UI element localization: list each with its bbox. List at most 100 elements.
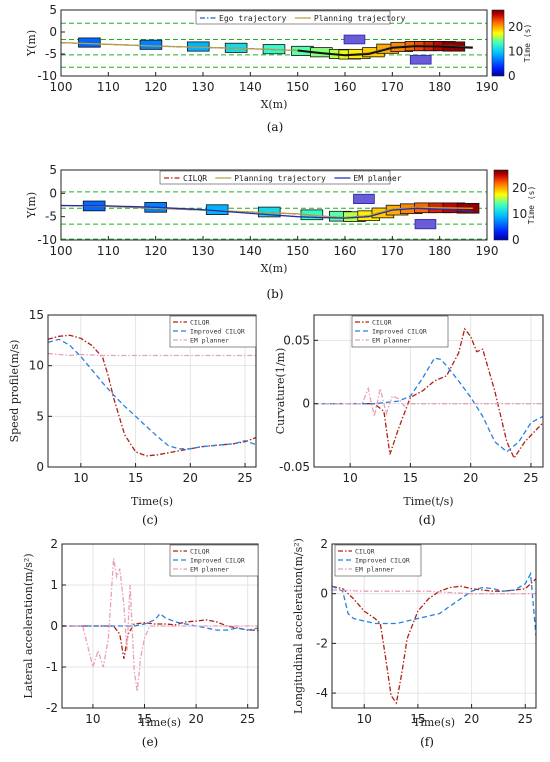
x-tick-label: 140 <box>239 244 262 258</box>
y-tick-label: -5 <box>45 47 57 61</box>
x-tick-label: 10 <box>343 471 358 485</box>
x-tick-label: 150 <box>286 244 309 258</box>
x-tick-label: 170 <box>381 80 404 94</box>
y-tick-label: -10 <box>37 69 57 83</box>
y-axis-label: Longitudinal acceleration(m/s²) <box>292 538 305 714</box>
series-line-em-planner <box>331 589 536 595</box>
y-tick-label: 0.05 <box>283 333 310 347</box>
obstacle-vehicle <box>353 193 375 204</box>
chart-c: 10 15 20 25 0 5 10 15 Time(s) Speed profile(m/s) (… <box>8 308 257 527</box>
x-tick-label: 20 <box>464 712 479 726</box>
x-tick-label: 190 <box>476 244 499 258</box>
series-line-cilqr <box>314 327 544 460</box>
y-tick-label: 1 <box>50 578 58 592</box>
x-tick-label: 100 <box>50 244 73 258</box>
x-axis-label: Time(s) <box>413 716 455 729</box>
legend-entry: Improved CILQR <box>190 557 245 565</box>
panel-caption: (b) <box>266 287 283 301</box>
x-tick-label: 180 <box>428 244 451 258</box>
colorbar <box>493 169 509 241</box>
y-tick-label: 5 <box>49 3 57 17</box>
panel-caption: (e) <box>142 735 158 749</box>
legend-entry: CILQR <box>372 319 392 327</box>
legend-entry: Ego trajectory <box>219 14 287 23</box>
y-tick-label: 2 <box>320 537 328 551</box>
legend-entry: CILQR <box>183 174 207 183</box>
x-tick-label: 160 <box>334 244 357 258</box>
x-tick-label: 130 <box>192 244 215 258</box>
y-tick-label: 10 <box>29 359 44 373</box>
series-line-em-planner <box>47 352 256 357</box>
x-tick-label: 130 <box>192 80 215 94</box>
series-line-cilqr <box>47 334 257 457</box>
legend-entry: EM planner <box>190 566 229 574</box>
ego-vehicle-box <box>139 39 163 50</box>
x-tick-label: 100 <box>50 80 73 94</box>
series-line-overlay <box>297 45 473 57</box>
legend-box <box>159 170 391 185</box>
chart-b: 100 110 120 130 140 150 160 170 180 19050-5-10X(m… <box>25 163 536 301</box>
chart-a: 100 110 120 130 140 150 160 170 180 19050-5-10X(m… <box>25 3 532 134</box>
legend-entry: Planning trajectory <box>314 14 406 23</box>
colorbar-label: Time (s) <box>527 186 536 225</box>
y-tick-label: -4 <box>316 686 328 700</box>
y-tick-label: -0.05 <box>279 460 310 474</box>
x-tick-label: 190 <box>476 80 499 94</box>
colorbar <box>491 9 505 77</box>
colorbar-tick-label: 10 <box>512 207 527 221</box>
colorbar-tick-label: 0 <box>508 69 516 83</box>
colorbar-label: Time (s) <box>523 24 532 63</box>
legend-entry: EM planner <box>372 337 411 345</box>
y-tick-label: 0 <box>36 460 44 474</box>
x-axis-label: Time(s) <box>139 716 181 729</box>
x-tick-label: 170 <box>381 244 404 258</box>
series-line-improved-cilqr <box>62 612 259 631</box>
y-axis-label: Lateral acceleration(m/s²) <box>22 553 35 698</box>
axes-frame <box>331 543 537 709</box>
panel-caption: (f) <box>420 735 434 749</box>
y-tick-label: -5 <box>45 210 57 224</box>
axes-frame <box>60 9 488 77</box>
y-tick-label: 0 <box>302 397 310 411</box>
x-tick-label: 180 <box>428 80 451 94</box>
x-tick-label: 15 <box>128 471 143 485</box>
obstacle-vehicle <box>343 34 366 45</box>
panel-caption: (a) <box>267 120 284 134</box>
y-tick-label: 2 <box>50 537 58 551</box>
x-tick-label: 110 <box>97 80 120 94</box>
legend-entry: Improved CILQR <box>355 557 410 565</box>
obstacle-vehicle <box>414 219 437 230</box>
x-tick-label: 15 <box>137 712 152 726</box>
x-tick-label: 10 <box>85 712 100 726</box>
series-line-improved-cilqr <box>331 571 537 636</box>
legend-entry: EM planner <box>355 566 394 574</box>
legend-entry: Improved CILQR <box>190 328 245 336</box>
legend-entry: EM planner <box>353 174 401 183</box>
y-axis-label: Curvature(1/m) <box>274 348 287 435</box>
y-tick-label: 5 <box>36 409 44 423</box>
y-tick-label: -2 <box>316 636 328 650</box>
x-axis-label: Time(t/s) <box>403 495 453 508</box>
legend-entry: CILQR <box>190 548 210 556</box>
x-tick-label: 15 <box>403 471 418 485</box>
colorbar-tick-label: 10 <box>508 45 523 59</box>
ego-vehicle-box <box>78 37 101 48</box>
colorbar-tick-label: 0 <box>512 233 520 247</box>
y-tick-label: -1 <box>46 660 58 674</box>
x-tick-label: 25 <box>518 712 533 726</box>
y-tick-label: -2 <box>46 701 58 715</box>
x-axis-label: X(m) <box>261 98 288 111</box>
legend-entry: CILQR <box>190 319 210 327</box>
panel-caption: (c) <box>142 513 158 527</box>
x-tick-label: 25 <box>240 712 255 726</box>
obstacle-vehicle <box>409 54 432 65</box>
x-tick-label: 150 <box>286 80 309 94</box>
y-tick-label: 15 <box>29 308 44 322</box>
series-line-planning-trajectory <box>60 204 473 219</box>
y-tick-label: 0 <box>320 587 328 601</box>
axes-frame <box>60 169 488 241</box>
legend-entry: CILQR <box>355 548 375 556</box>
panel-caption: (d) <box>418 513 435 527</box>
